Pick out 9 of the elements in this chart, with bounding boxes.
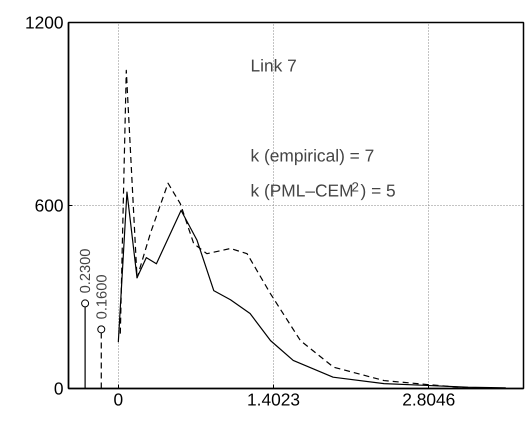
y-tick-label: 600	[34, 196, 64, 216]
annotation: 0.1600	[94, 274, 110, 320]
y-tick-label: 1200	[24, 12, 64, 32]
annotation: k (empirical) = 7	[250, 146, 374, 166]
x-tick-label: 0	[114, 390, 124, 410]
x-tick-label: 1.4023	[247, 390, 300, 410]
annotation: Link 7	[250, 56, 297, 76]
annotation: 0.2300	[78, 248, 94, 294]
x-tick-label: 2.8046	[402, 390, 456, 410]
